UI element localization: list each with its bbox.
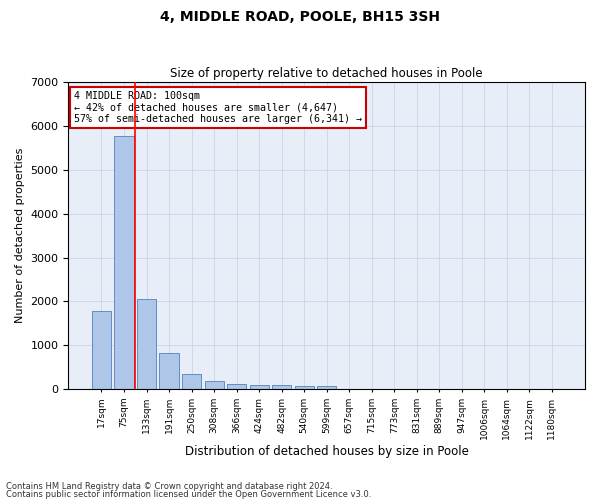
Text: 4, MIDDLE ROAD, POOLE, BH15 3SH: 4, MIDDLE ROAD, POOLE, BH15 3SH bbox=[160, 10, 440, 24]
Bar bbox=[92, 311, 111, 389]
Bar bbox=[317, 386, 336, 389]
Bar bbox=[182, 374, 201, 389]
Bar bbox=[115, 136, 134, 389]
Bar bbox=[272, 385, 291, 389]
Bar bbox=[227, 384, 246, 389]
Bar bbox=[295, 386, 314, 389]
X-axis label: Distribution of detached houses by size in Poole: Distribution of detached houses by size … bbox=[185, 444, 469, 458]
Bar bbox=[205, 381, 224, 389]
Bar bbox=[250, 385, 269, 389]
Bar bbox=[137, 299, 156, 389]
Bar bbox=[160, 353, 179, 389]
Title: Size of property relative to detached houses in Poole: Size of property relative to detached ho… bbox=[170, 66, 483, 80]
Text: Contains public sector information licensed under the Open Government Licence v3: Contains public sector information licen… bbox=[6, 490, 371, 499]
Text: 4 MIDDLE ROAD: 100sqm
← 42% of detached houses are smaller (4,647)
57% of semi-d: 4 MIDDLE ROAD: 100sqm ← 42% of detached … bbox=[74, 92, 362, 124]
Y-axis label: Number of detached properties: Number of detached properties bbox=[15, 148, 25, 324]
Text: Contains HM Land Registry data © Crown copyright and database right 2024.: Contains HM Land Registry data © Crown c… bbox=[6, 482, 332, 491]
